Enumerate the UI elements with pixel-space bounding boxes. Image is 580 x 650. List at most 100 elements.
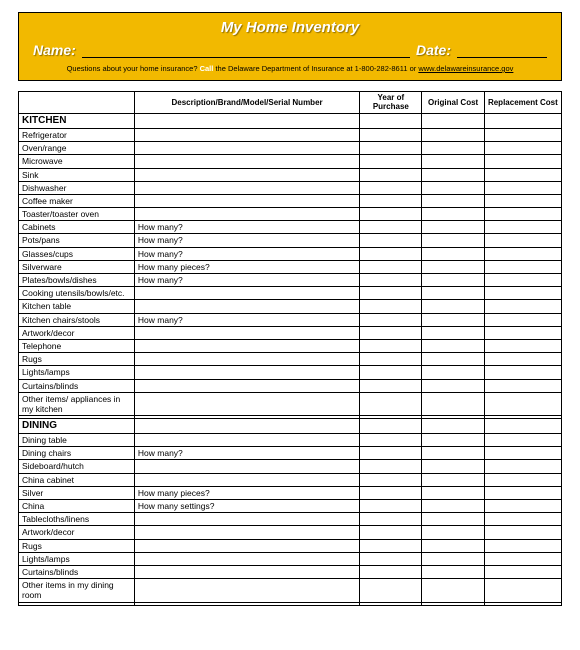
value-cell[interactable]: [360, 247, 422, 260]
value-cell[interactable]: [422, 602, 484, 605]
value-cell[interactable]: [422, 287, 484, 300]
value-cell[interactable]: [484, 565, 561, 578]
value-cell[interactable]: [422, 486, 484, 499]
value-cell[interactable]: [360, 473, 422, 486]
value-cell[interactable]: [422, 539, 484, 552]
insurance-link[interactable]: www.delawareinsurance.gov: [418, 64, 513, 73]
desc-cell[interactable]: How many settings?: [134, 500, 359, 513]
desc-cell[interactable]: How many?: [134, 247, 359, 260]
value-cell[interactable]: [360, 194, 422, 207]
desc-cell[interactable]: [134, 392, 359, 415]
value-cell[interactable]: [422, 326, 484, 339]
value-cell[interactable]: [484, 579, 561, 602]
value-cell[interactable]: [484, 221, 561, 234]
value-cell[interactable]: [484, 142, 561, 155]
value-cell[interactable]: [360, 208, 422, 221]
desc-cell[interactable]: [134, 526, 359, 539]
value-cell[interactable]: [484, 234, 561, 247]
value-cell[interactable]: [360, 565, 422, 578]
desc-cell[interactable]: [134, 208, 359, 221]
name-input-line[interactable]: [82, 44, 410, 58]
value-cell[interactable]: [484, 326, 561, 339]
value-cell[interactable]: [360, 392, 422, 415]
value-cell[interactable]: [484, 460, 561, 473]
value-cell[interactable]: [484, 339, 561, 352]
value-cell[interactable]: [360, 234, 422, 247]
value-cell[interactable]: [360, 447, 422, 460]
value-cell[interactable]: [484, 447, 561, 460]
desc-cell[interactable]: [134, 326, 359, 339]
value-cell[interactable]: [484, 392, 561, 415]
value-cell[interactable]: [422, 366, 484, 379]
desc-cell[interactable]: [134, 339, 359, 352]
value-cell[interactable]: [422, 260, 484, 273]
value-cell[interactable]: [484, 247, 561, 260]
value-cell[interactable]: [484, 194, 561, 207]
value-cell[interactable]: [422, 194, 484, 207]
value-cell[interactable]: [360, 181, 422, 194]
value-cell[interactable]: [422, 460, 484, 473]
desc-cell[interactable]: [134, 366, 359, 379]
value-cell[interactable]: [422, 142, 484, 155]
desc-cell[interactable]: [134, 300, 359, 313]
value-cell[interactable]: [422, 447, 484, 460]
value-cell[interactable]: [422, 300, 484, 313]
value-cell[interactable]: [360, 313, 422, 326]
value-cell[interactable]: [422, 234, 484, 247]
desc-cell[interactable]: How many pieces?: [134, 260, 359, 273]
value-cell[interactable]: [422, 473, 484, 486]
desc-cell[interactable]: [134, 287, 359, 300]
value-cell[interactable]: [484, 526, 561, 539]
date-input-line[interactable]: [457, 44, 547, 58]
desc-cell[interactable]: [134, 353, 359, 366]
value-cell[interactable]: [360, 526, 422, 539]
value-cell[interactable]: [484, 434, 561, 447]
value-cell[interactable]: [360, 353, 422, 366]
value-cell[interactable]: [484, 552, 561, 565]
value-cell[interactable]: [484, 181, 561, 194]
value-cell[interactable]: [422, 168, 484, 181]
value-cell[interactable]: [484, 353, 561, 366]
value-cell[interactable]: [422, 313, 484, 326]
value-cell[interactable]: [484, 513, 561, 526]
desc-cell[interactable]: [134, 539, 359, 552]
value-cell[interactable]: [360, 500, 422, 513]
value-cell[interactable]: [360, 128, 422, 141]
value-cell[interactable]: [360, 326, 422, 339]
value-cell[interactable]: [360, 379, 422, 392]
value-cell[interactable]: [484, 208, 561, 221]
desc-cell[interactable]: [134, 194, 359, 207]
value-cell[interactable]: [484, 300, 561, 313]
value-cell[interactable]: [360, 142, 422, 155]
desc-cell[interactable]: [134, 155, 359, 168]
value-cell[interactable]: [422, 379, 484, 392]
value-cell[interactable]: [360, 513, 422, 526]
value-cell[interactable]: [422, 208, 484, 221]
desc-cell[interactable]: [134, 379, 359, 392]
value-cell[interactable]: [360, 602, 422, 605]
desc-cell[interactable]: [134, 128, 359, 141]
value-cell[interactable]: [422, 339, 484, 352]
desc-cell[interactable]: [134, 579, 359, 602]
desc-cell[interactable]: How many pieces?: [134, 486, 359, 499]
value-cell[interactable]: [422, 565, 484, 578]
value-cell[interactable]: [484, 168, 561, 181]
value-cell[interactable]: [484, 602, 561, 605]
value-cell[interactable]: [484, 366, 561, 379]
value-cell[interactable]: [422, 392, 484, 415]
value-cell[interactable]: [422, 181, 484, 194]
value-cell[interactable]: [360, 300, 422, 313]
desc-cell[interactable]: How many?: [134, 234, 359, 247]
value-cell[interactable]: [422, 155, 484, 168]
desc-cell[interactable]: How many?: [134, 221, 359, 234]
desc-cell[interactable]: [134, 181, 359, 194]
value-cell[interactable]: [484, 155, 561, 168]
value-cell[interactable]: [360, 486, 422, 499]
value-cell[interactable]: [422, 434, 484, 447]
desc-cell[interactable]: [134, 552, 359, 565]
value-cell[interactable]: [360, 460, 422, 473]
desc-cell[interactable]: [134, 602, 359, 605]
desc-cell[interactable]: [134, 460, 359, 473]
desc-cell[interactable]: [134, 434, 359, 447]
value-cell[interactable]: [422, 526, 484, 539]
